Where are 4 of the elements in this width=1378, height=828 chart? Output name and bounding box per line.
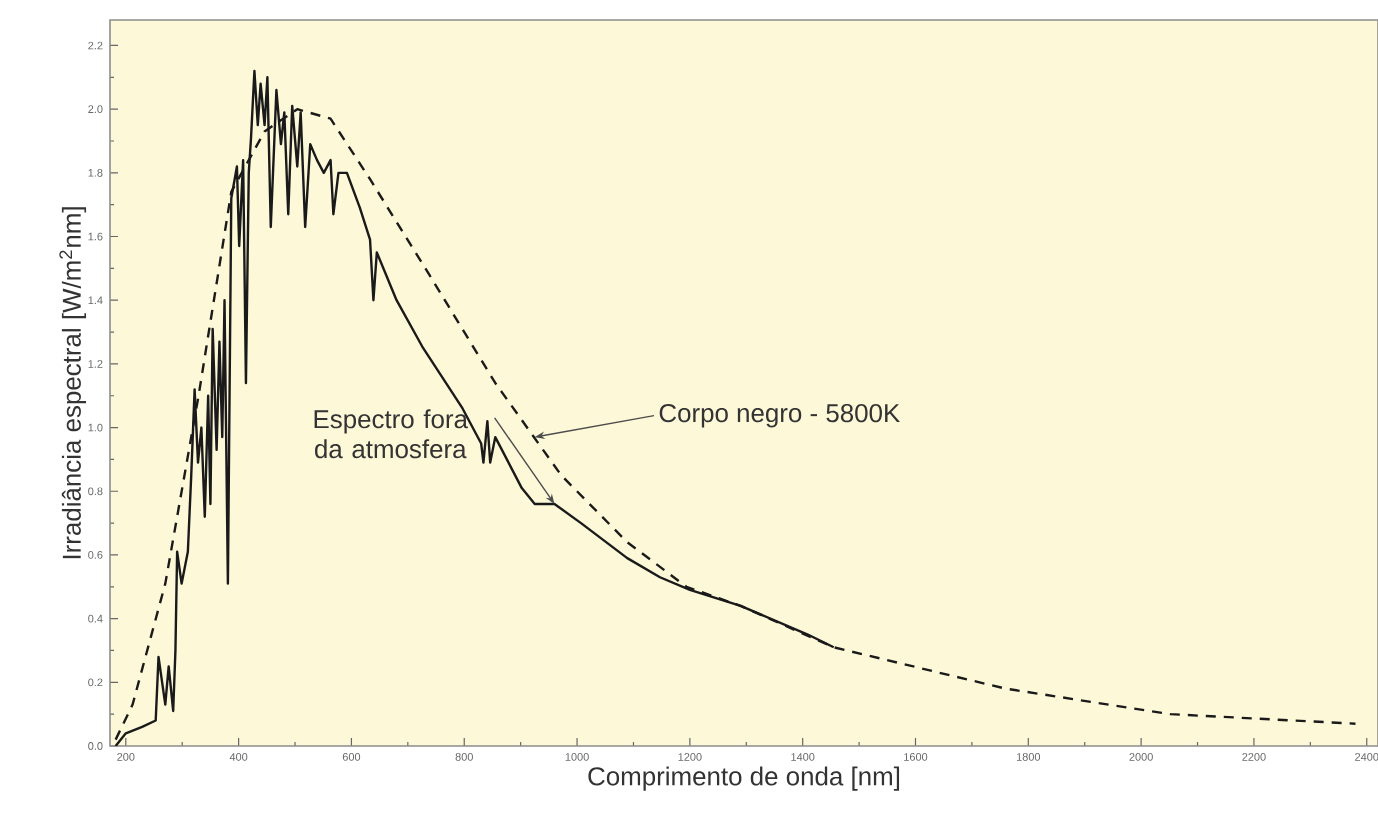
y-axis-title: Irradiância espectral [W/m$^{2}$nm] [59,207,87,559]
annotation: Corpo negro - 5800K [659,403,900,428]
x-axis-title: Comprimento de onda [nm] [588,766,900,791]
annotation: Espectro fora da atmosfera [314,409,468,459]
